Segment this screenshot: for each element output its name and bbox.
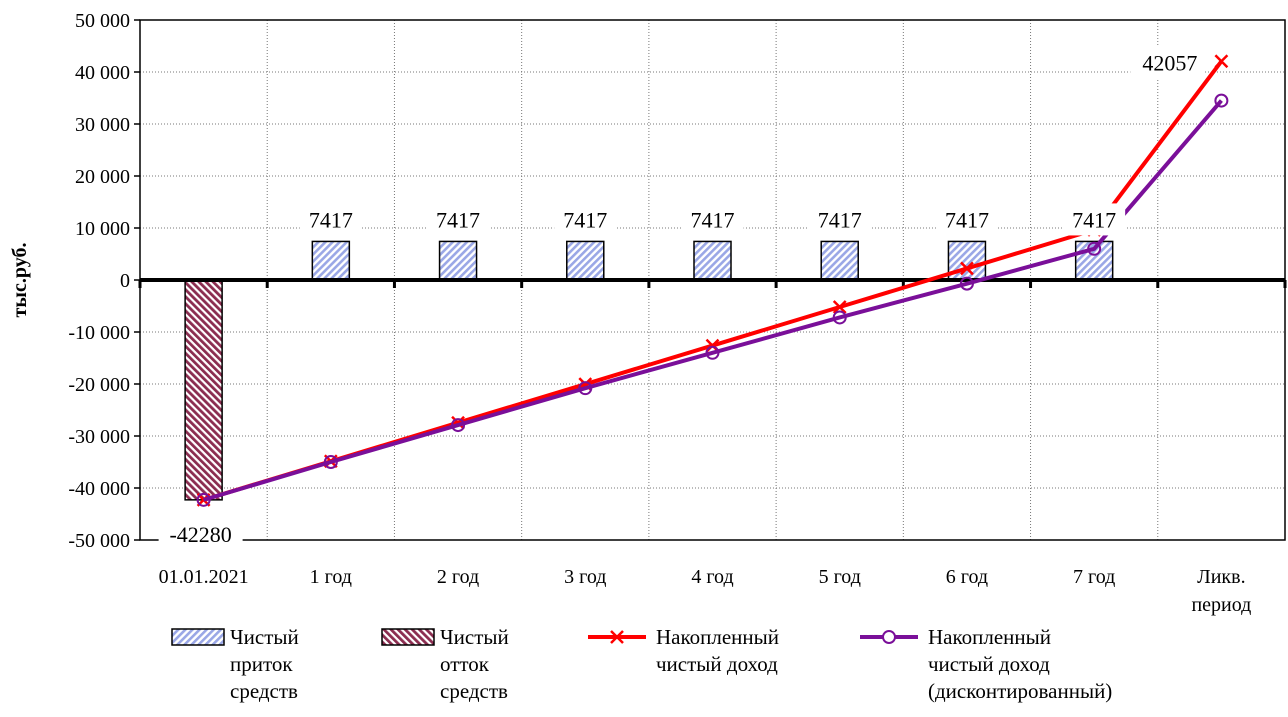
y-tick-label: 20 000 [75, 166, 130, 188]
data-label: 7417 [436, 207, 480, 232]
data-label: 7417 [309, 207, 353, 232]
bar [566, 240, 605, 281]
legend-label: отток [440, 652, 490, 676]
bar [311, 240, 351, 281]
legend-label: средств [440, 679, 508, 703]
legend-swatch [171, 628, 225, 646]
y-tick-label: -30 000 [68, 426, 130, 448]
x-tick-label: 01.01.2021 [159, 566, 249, 588]
x-tick-label: 4 год [691, 566, 733, 588]
data-label: -42280 [169, 522, 231, 547]
y-tick-label: -10 000 [68, 322, 130, 344]
y-tick-label: -40 000 [68, 478, 130, 500]
x-tick-label: период [1191, 594, 1251, 616]
legend-label: чистый доход [928, 652, 1050, 676]
data-label-bg [554, 203, 617, 236]
legend-marker-x [610, 630, 624, 644]
marker-x [1214, 54, 1229, 69]
marker-circle [451, 418, 466, 433]
y-tick-label: 30 000 [75, 114, 130, 136]
legend-label: Накопленный [656, 625, 779, 649]
data-label: 42057 [1142, 50, 1197, 75]
x-tick-label: 7 год [1073, 566, 1115, 588]
tick-labels: 50 000 40 000 30 000 20 000 10 000 0 -10 000 -2… [68, 10, 1251, 616]
bar [693, 240, 732, 281]
marker-x [832, 300, 847, 314]
legend-label: (дисконтированный) [928, 679, 1112, 703]
legend-label: средств [230, 679, 298, 703]
data-label: 7417 [691, 207, 735, 232]
data-label: 7417 [1072, 207, 1116, 232]
legend-label: Чистый [230, 625, 299, 649]
data-label-bg [681, 203, 744, 236]
x-tick-label: 3 год [564, 566, 606, 588]
legend: Чистый приток средств Чистый отток средств Нак… [171, 625, 1112, 703]
data-label-bg [808, 203, 871, 236]
data-label: 7417 [563, 207, 607, 232]
marker-x [960, 261, 974, 276]
data-label-bg [1130, 46, 1204, 79]
data-label: 7417 [945, 207, 989, 232]
y-tick-label: -20 000 [68, 374, 130, 396]
data-label-bg [299, 203, 362, 236]
marker-circle [705, 345, 720, 360]
bar [820, 240, 859, 281]
x-tick-label: 6 год [946, 566, 988, 588]
axes [134, 19, 1287, 541]
marker-circle [196, 492, 211, 507]
data-label: 7417 [818, 207, 862, 232]
marker-circle [323, 455, 338, 469]
x-tick-label: Ликв. [1197, 566, 1245, 588]
legend-label: Накопленный [928, 625, 1051, 649]
legend-marker-circle [882, 630, 896, 644]
marker-circle [959, 276, 974, 291]
y-tick-label: 0 [120, 270, 130, 292]
data-label-bg [427, 203, 490, 236]
marker-circle [1087, 241, 1102, 256]
data-label-bg [935, 203, 998, 236]
x-tick-label: 5 год [819, 566, 861, 588]
bars [184, 240, 1114, 501]
y-tick-label: 40 000 [75, 62, 130, 84]
y-tick-label: 10 000 [75, 218, 130, 240]
y-tick-label: -50 000 [68, 530, 130, 552]
y-axis-label: тыс.руб. [9, 243, 31, 318]
marker-circle [578, 381, 593, 396]
marker-circle [1214, 93, 1229, 108]
legend-label: Чистый [440, 625, 509, 649]
data-label-bg [1063, 203, 1126, 236]
data-labels: 7417 7417 7417 7417 7417 7417 7417 -42280 42057 [158, 46, 1204, 550]
legend-swatch [381, 628, 435, 646]
bar [438, 240, 478, 281]
y-tick-label: 50 000 [75, 10, 130, 32]
x-tick-label: 1 год [310, 566, 352, 588]
x-tick-label: 2 год [437, 566, 479, 588]
series-line [203, 99, 1223, 502]
bar [184, 279, 223, 501]
marker-circle [832, 310, 847, 325]
lines [196, 54, 1229, 507]
legend-label: приток [230, 652, 293, 676]
data-label-bg [158, 517, 243, 550]
legend-label: чистый доход [656, 652, 778, 676]
